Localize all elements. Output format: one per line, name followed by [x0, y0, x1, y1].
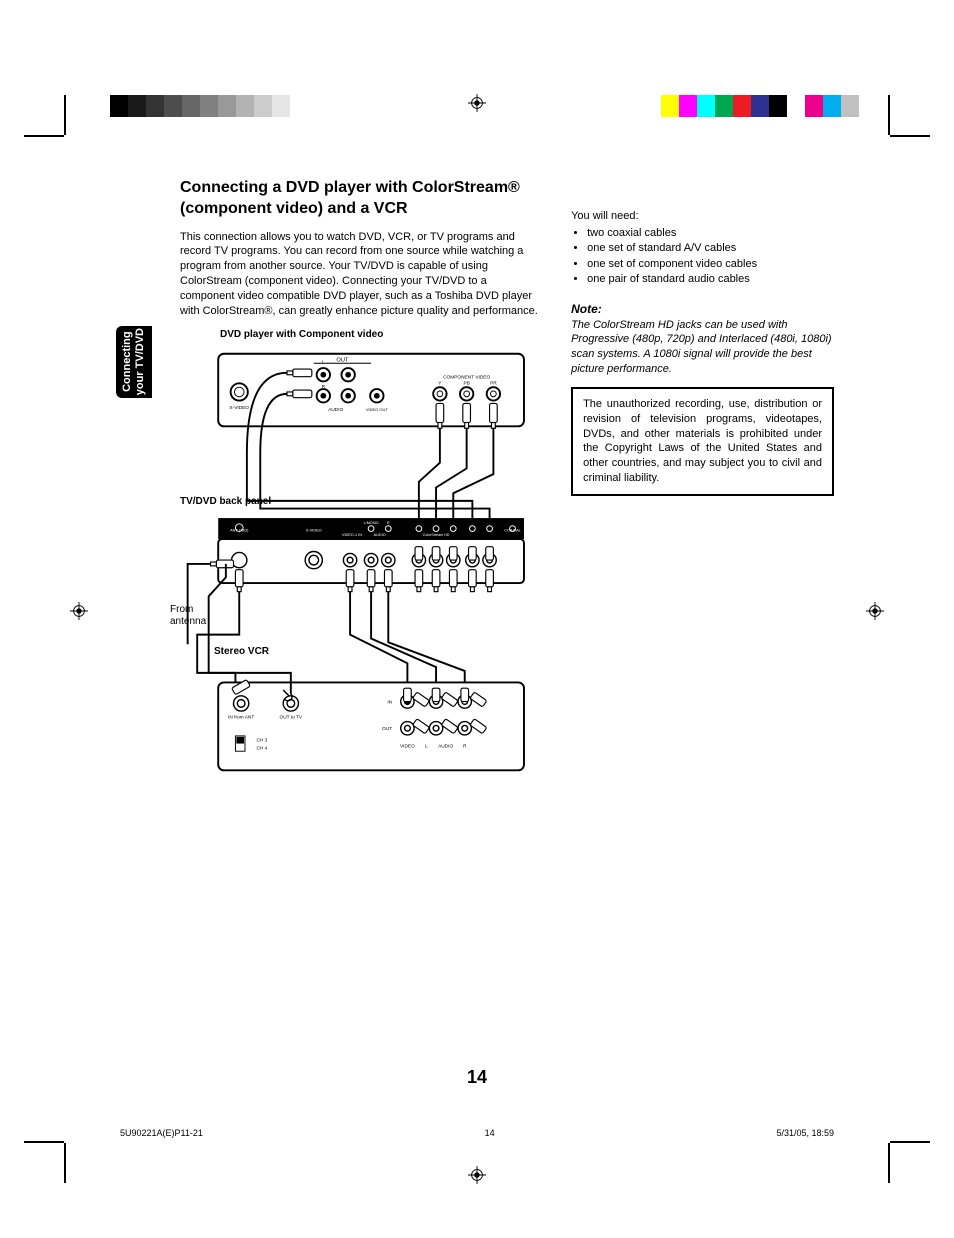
- connection-diagram: OUT S-VIDEO L R AUDIO VIDEO OUT COMPONEN…: [180, 348, 543, 788]
- svg-text:L/MONO: L/MONO: [364, 520, 379, 524]
- lbl-videoout: VIDEO OUT: [366, 407, 389, 412]
- note-body: The ColorStream HD jacks can be used wit…: [571, 318, 834, 377]
- registration-mark-top-icon: [468, 94, 486, 112]
- svg-text:L: L: [425, 743, 428, 749]
- content-area: Connecting a DVD player with ColorStream…: [180, 178, 834, 792]
- registration-mark-bottom-icon: [468, 1166, 486, 1184]
- list-item: two coaxial cables: [587, 226, 834, 241]
- svg-text:R: R: [387, 520, 390, 524]
- colorbar-grayscale: [110, 95, 308, 117]
- svg-text:VIDEO-1 IN: VIDEO-1 IN: [342, 533, 362, 537]
- copyright-warning-box: The unauthorized recording, use, distrib…: [571, 387, 834, 496]
- crop-mark-tl: [24, 95, 84, 155]
- caption-antenna2: antenna: [170, 616, 206, 627]
- svg-text:R: R: [463, 743, 467, 749]
- svg-text:CH 3: CH 3: [256, 737, 267, 743]
- svg-text:AUDIO: AUDIO: [438, 743, 453, 749]
- svg-text:CH 4: CH 4: [256, 745, 267, 751]
- section-tab: Connecting your TV/DVD: [116, 326, 152, 398]
- tab-line2: your TV/DVD: [134, 328, 146, 395]
- svg-text:AUDIO: AUDIO: [374, 533, 386, 537]
- lbl-out: OUT: [336, 357, 349, 363]
- right-column: You will need: two coaxial cables one se…: [571, 178, 834, 792]
- svg-text:OUT: OUT: [382, 726, 392, 732]
- tab-line1: Connecting: [121, 332, 133, 393]
- list-item: one set of standard A/V cables: [587, 241, 834, 256]
- footer-right: 5/31/05, 18:59: [776, 1128, 834, 1138]
- list-item: one set of component video cables: [587, 257, 834, 272]
- caption-dvd: DVD player with Component video: [220, 329, 543, 340]
- caption-panel: TV/DVD back panel: [180, 496, 271, 507]
- svg-text:IN from ANT: IN from ANT: [228, 714, 254, 720]
- section-tab-label: Connecting your TV/DVD: [121, 328, 146, 395]
- lbl-pb: PB: [463, 380, 469, 386]
- needs-lead: You will need:: [571, 210, 834, 222]
- footer-mid: 14: [485, 1128, 495, 1138]
- page-root: Connecting your TV/DVD Connecting a DVD …: [0, 0, 954, 1238]
- intro-paragraph: This connection allows you to watch DVD,…: [180, 230, 543, 319]
- registration-mark-left-icon: [70, 602, 88, 620]
- colorbar-cmyk: [661, 95, 859, 117]
- page-title: Connecting a DVD player with ColorStream…: [180, 178, 543, 220]
- lbl-svideo: S-VIDEO: [229, 405, 249, 411]
- note-heading: Note:: [571, 302, 834, 316]
- needs-list: two coaxial cables one set of standard A…: [587, 226, 834, 288]
- footer: 5U90221A(E)P11-21 14 5/31/05, 18:59: [120, 1128, 834, 1138]
- left-column: Connecting a DVD player with ColorStream…: [180, 178, 543, 792]
- crop-mark-tr: [870, 95, 930, 155]
- lbl-audio: AUDIO: [328, 407, 343, 413]
- crop-mark-br: [870, 1123, 930, 1183]
- caption-antenna1: From: [170, 604, 193, 615]
- list-item: one pair of standard audio cables: [587, 272, 834, 287]
- page-number: 14: [0, 1067, 954, 1088]
- svg-text:VIDEO: VIDEO: [400, 743, 415, 749]
- svg-text:IN: IN: [387, 699, 392, 705]
- lbl-r: R: [322, 384, 326, 390]
- crop-mark-bl: [24, 1123, 84, 1183]
- svg-text:OUT to TV: OUT to TV: [280, 714, 303, 720]
- lbl-comp: COMPONENT VIDEO: [443, 374, 490, 380]
- registration-mark-right-icon: [866, 602, 884, 620]
- lbl-pr: PR: [490, 380, 497, 386]
- footer-left: 5U90221A(E)P11-21: [120, 1128, 203, 1138]
- svg-text:S-VIDEO: S-VIDEO: [306, 528, 322, 532]
- svg-text:ColorStream HD: ColorStream HD: [423, 533, 450, 537]
- caption-vcr: Stereo VCR: [214, 646, 269, 657]
- lbl-l: L: [322, 359, 325, 365]
